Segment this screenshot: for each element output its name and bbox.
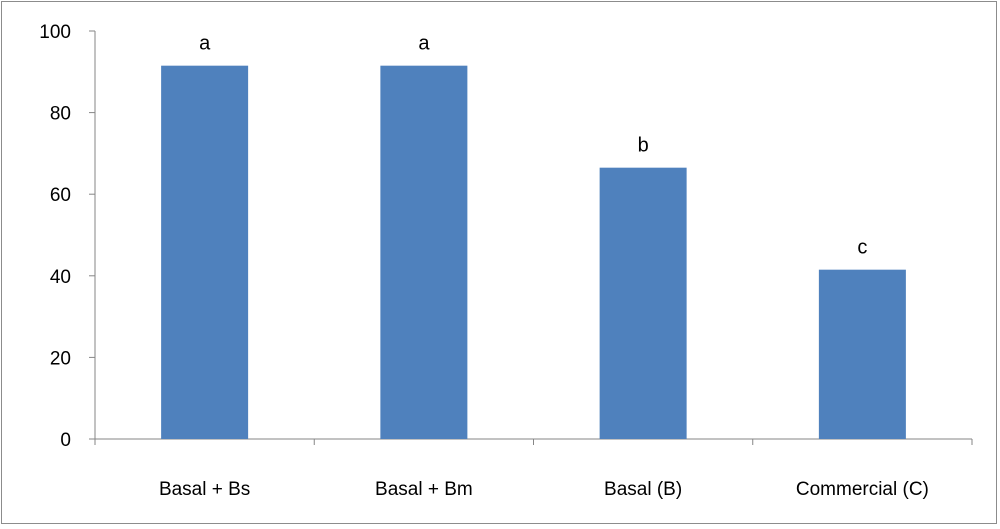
bar-data-label: c — [857, 237, 867, 259]
bar-data-label: a — [418, 33, 430, 55]
category-label: Commercial (C) — [796, 479, 929, 500]
y-tick-label: 20 — [50, 348, 71, 369]
category-label: Basal + Bs — [159, 479, 250, 500]
bar — [161, 65, 249, 440]
category-label: Basal + Bm — [375, 479, 473, 500]
data-labels: a a b c — [199, 33, 867, 259]
y-tick-label: 80 — [50, 104, 71, 125]
bar-data-label: a — [199, 33, 211, 55]
bar — [818, 269, 906, 439]
y-tick-label: 100 — [39, 22, 71, 43]
y-ticks: 0 20 40 60 80 100 — [39, 22, 95, 451]
bar-data-label: b — [638, 135, 649, 157]
bars — [161, 65, 906, 440]
y-tick-label: 60 — [50, 185, 71, 206]
category-labels: Basal + Bs Basal + Bm Basal (B) Commercial … — [159, 479, 929, 500]
category-label: Basal (B) — [604, 479, 682, 500]
y-tick-label: 0 — [60, 430, 71, 451]
bar — [380, 65, 468, 440]
x-ticks — [94, 439, 973, 445]
y-tick-label: 40 — [50, 267, 71, 288]
bar — [599, 167, 687, 439]
